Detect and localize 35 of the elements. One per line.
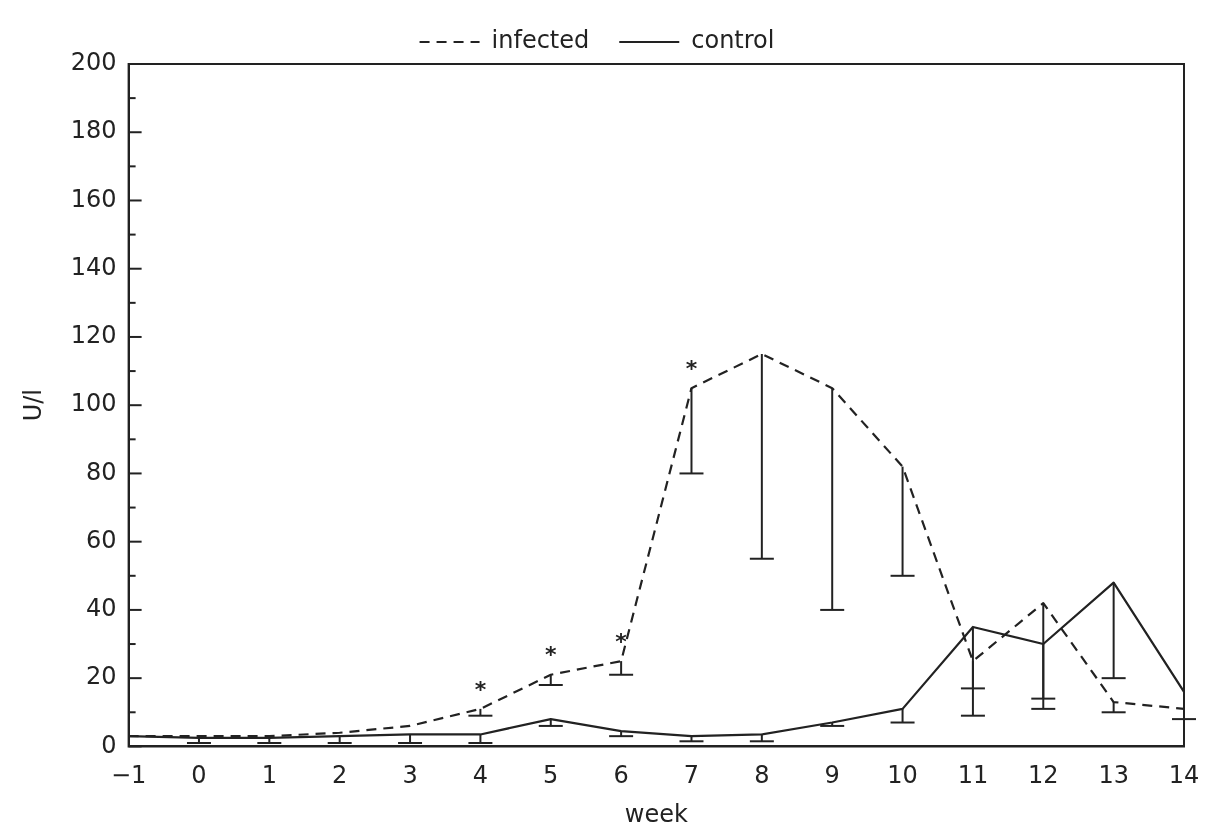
- y-tick-label: 100: [70, 389, 117, 418]
- y-tick-label: 160: [70, 184, 117, 213]
- x-tick-label: 9: [824, 761, 840, 790]
- x-tick-label: 7: [683, 761, 700, 790]
- x-tick-label: −1: [110, 761, 147, 790]
- x-tick-label: 2: [332, 761, 348, 790]
- x-tick-label: 11: [957, 761, 989, 790]
- y-tick-label: 20: [86, 662, 117, 691]
- y-axis-title: U/l: [18, 389, 47, 422]
- x-tick-label: 0: [191, 761, 207, 790]
- y-tick-label: 80: [86, 457, 117, 486]
- x-tick-label: 13: [1098, 761, 1129, 790]
- x-tick-label: 1: [261, 761, 277, 790]
- x-tick-label: 5: [543, 761, 559, 790]
- x-tick-label: 10: [887, 761, 918, 790]
- y-tick-label: 0: [101, 730, 117, 759]
- x-tick-label: 6: [613, 761, 629, 790]
- y-tick-label: 40: [86, 594, 117, 623]
- y-tick-label: 60: [86, 525, 117, 554]
- x-tick-label: 12: [1028, 761, 1059, 790]
- annotation: *: [474, 676, 487, 702]
- x-tick-label: 4: [472, 761, 489, 790]
- y-tick-label: 180: [70, 116, 117, 145]
- legend-label: infected: [491, 26, 590, 55]
- annotation: *: [545, 642, 558, 668]
- y-tick-label: 200: [70, 48, 117, 77]
- x-tick-label: 8: [754, 761, 770, 790]
- x-tick-label: 14: [1168, 761, 1200, 790]
- annotation: *: [685, 355, 698, 381]
- legend-label: control: [691, 26, 775, 55]
- annotation: *: [615, 628, 628, 654]
- x-tick-label: 3: [402, 761, 418, 790]
- y-tick-label: 120: [70, 321, 117, 350]
- x-axis-title: week: [624, 799, 688, 828]
- y-tick-label: 140: [70, 252, 117, 281]
